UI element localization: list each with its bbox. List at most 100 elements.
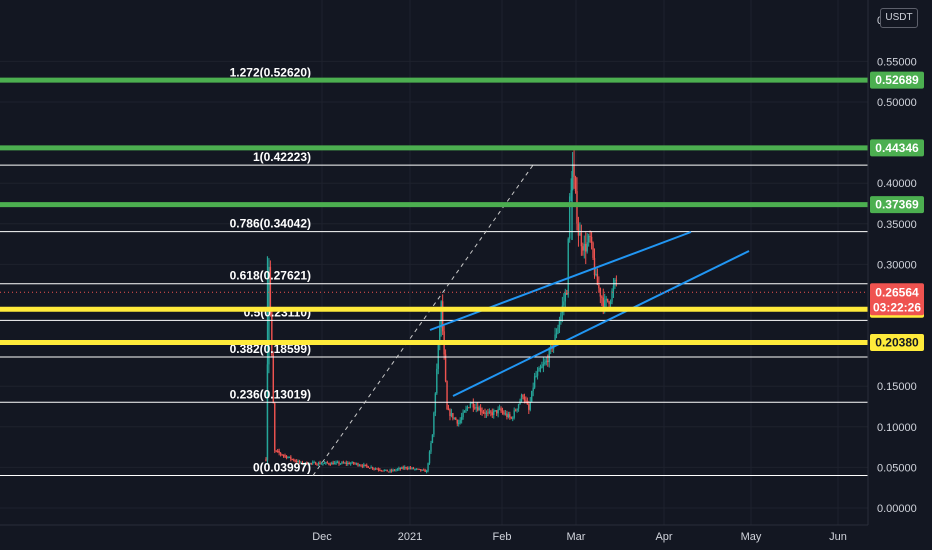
candle-body (582, 246, 584, 251)
candle-body (427, 463, 429, 471)
candle-body (367, 466, 369, 468)
candle-body (265, 459, 267, 461)
candle-body (514, 410, 517, 412)
candle-body (532, 387, 534, 391)
time-axis-tick-label: May (741, 531, 762, 543)
price-axis-tick-label: 0.10000 (877, 422, 917, 434)
time-axis[interactable]: Dec 2021 Feb Mar Apr May Jun (312, 531, 847, 543)
candle-body (501, 411, 504, 413)
fib-level-label: 0.382(0.18599) (230, 342, 311, 356)
candle-body (545, 360, 548, 363)
candle-body (385, 469, 387, 471)
candle-body (351, 462, 353, 464)
candle-body (363, 464, 365, 467)
candle-body (290, 456, 292, 460)
channel-lower-line[interactable] (452, 250, 750, 397)
candle-body (517, 404, 520, 409)
candle-body (344, 462, 346, 464)
candle-body (542, 364, 545, 367)
candle-body (373, 468, 375, 470)
fib-level-label: 0(0.03997) (253, 461, 311, 475)
price-axis[interactable]: 00.550000.500000.400000.350000.300000.15… (877, 15, 917, 515)
candle-body (269, 266, 272, 311)
candle-body (433, 412, 435, 435)
candle-body (316, 464, 318, 466)
candle-body (424, 469, 426, 473)
candle-body (529, 401, 531, 410)
candle-body (555, 333, 558, 335)
candle-body (271, 310, 273, 355)
candle-body (568, 196, 571, 239)
candle-body (560, 313, 562, 321)
candle-countdown-label: 03:22:26 (873, 300, 921, 314)
fib-level-label: 1.272(0.52620) (230, 66, 311, 80)
fib-level-label: 0.236(0.13019) (230, 387, 311, 401)
candle-body (587, 235, 590, 243)
candle-body (595, 273, 597, 275)
candle-body (601, 296, 603, 298)
candle-body (341, 462, 343, 464)
candle-body (357, 463, 359, 466)
candle-body (322, 463, 324, 465)
candle-body (352, 462, 355, 464)
candle-body (574, 176, 577, 192)
candle-body (287, 457, 289, 459)
channel-upper-line[interactable] (429, 231, 692, 331)
candle-body (412, 467, 415, 470)
candle-body (598, 284, 600, 289)
price-badge (870, 71, 924, 89)
candle-body (463, 410, 466, 413)
candle-body (306, 462, 308, 465)
candle-body (567, 238, 569, 295)
candle-body (579, 232, 581, 236)
candle-body (482, 412, 485, 414)
candle-body (462, 412, 464, 418)
candle-body (284, 455, 286, 457)
candle-body (298, 460, 301, 463)
horizontal-levels[interactable] (0, 77, 868, 346)
candle-body (484, 412, 486, 415)
candle-body (418, 468, 420, 470)
candle-body (481, 411, 483, 413)
candle-body (288, 456, 291, 458)
candle-body (573, 164, 575, 177)
trend-drawings[interactable] (312, 164, 750, 476)
candle-body (415, 468, 418, 470)
candle-body (325, 462, 327, 464)
candle-body (399, 468, 402, 470)
candle-body (440, 301, 442, 328)
candle-body (312, 462, 314, 464)
candle-body (474, 407, 476, 409)
candle-body (406, 468, 409, 470)
price-badge-label: 0.44346 (875, 141, 919, 155)
candle-body (338, 462, 340, 465)
candle-body (317, 462, 320, 465)
candle-body (383, 470, 385, 472)
currency-tag[interactable]: USDT (880, 8, 918, 28)
price-badge (870, 334, 924, 352)
candle-body (335, 462, 337, 464)
price-badge-label: 0.37369 (875, 198, 919, 212)
candle-body (563, 301, 565, 306)
candle-body (602, 297, 604, 307)
candle-body (449, 409, 451, 417)
candle-body (411, 467, 413, 469)
candle-body (301, 462, 304, 465)
candle-body (279, 452, 282, 455)
candle-body (278, 451, 280, 453)
candle-body (282, 455, 285, 457)
candle-body (300, 462, 302, 464)
candle-body (354, 463, 356, 465)
candle-body (319, 462, 321, 465)
candle-body (535, 375, 537, 377)
candle-body (371, 467, 374, 469)
candle-body (531, 390, 533, 402)
candle-body (313, 462, 315, 464)
price-axis-tick-label: 0.05000 (877, 462, 917, 474)
candle-body (478, 407, 480, 411)
candle-body (536, 371, 539, 376)
candle-body (268, 266, 270, 365)
candle-body (401, 467, 403, 469)
candle-body (450, 413, 453, 417)
